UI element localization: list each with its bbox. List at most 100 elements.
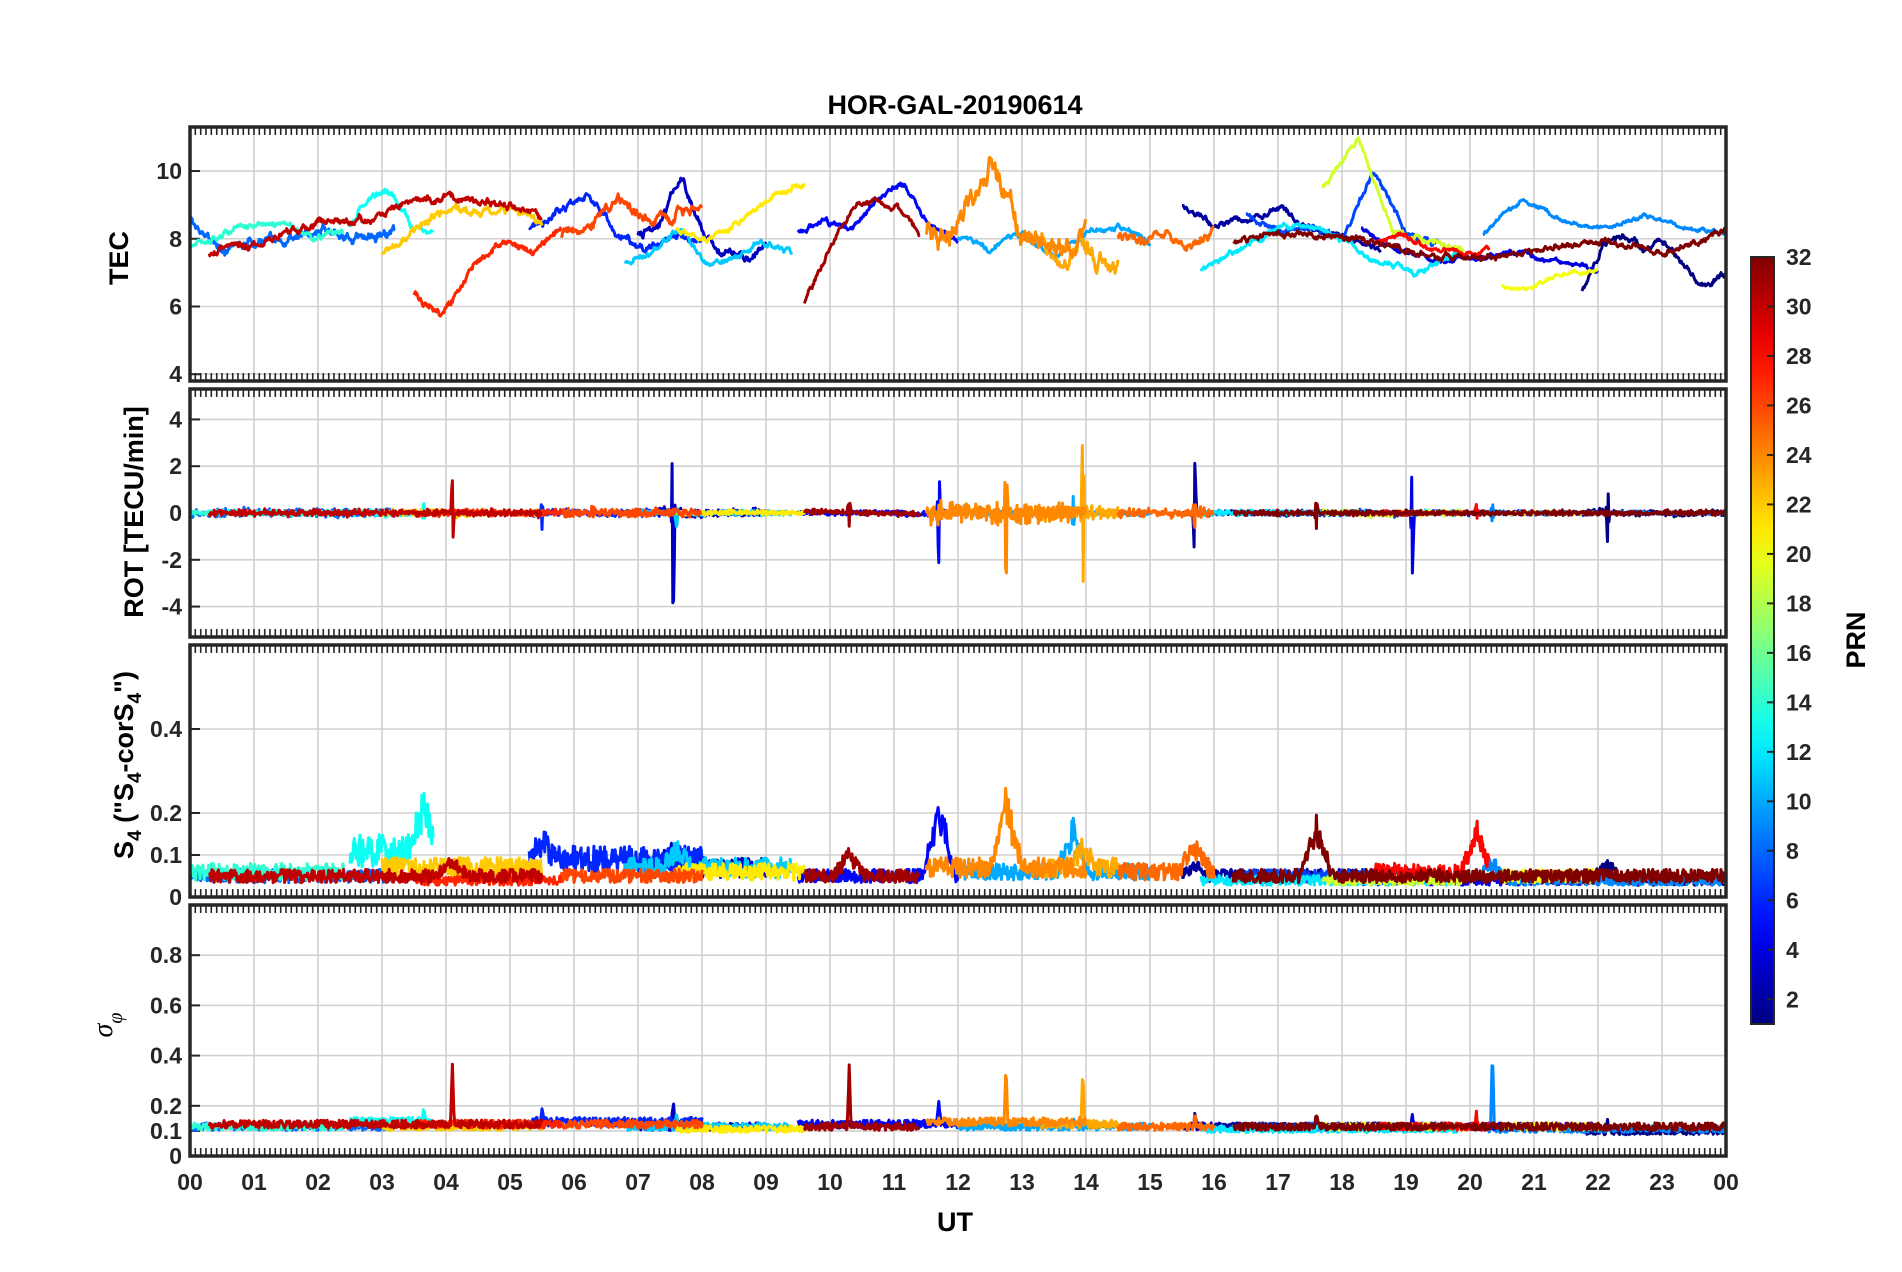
x-tick-label: 00 — [1713, 1169, 1739, 1195]
colorbar-tick-label: 6 — [1786, 887, 1799, 913]
series-line-prn-24 — [924, 156, 1088, 259]
colorbar-tick-label: 18 — [1786, 590, 1812, 616]
series-line-prn-1 — [1580, 492, 1728, 543]
colorbar-tick-label: 28 — [1786, 343, 1812, 369]
colorbar-tick-label: 10 — [1786, 788, 1812, 814]
series-lines — [188, 786, 1728, 887]
y-tick-label: 0.4 — [150, 716, 182, 742]
series-line-prn-30 — [207, 190, 543, 258]
colorbar-gradient — [1750, 256, 1775, 1025]
x-tick-labels: 00 01 02 03 04 05 06 07 08 09 10 11 12 13 14 15 16 17 18 19… — [177, 1169, 1739, 1195]
series-line-prn-26 — [560, 504, 703, 519]
y-tick-label: 0 — [169, 884, 182, 910]
sigma-phi-panel: 00.10.2 0.4 0.6 0.8 — [150, 903, 1728, 1169]
series-line-prn-21 — [675, 182, 806, 244]
series-lines — [188, 444, 1728, 605]
sigma-phi-ylabel: σφ — [88, 1013, 127, 1038]
y-tick-label: 10 — [156, 158, 182, 184]
y-tick-label: 0.4 — [150, 1043, 182, 1069]
series-line-prn-24 — [925, 1074, 1087, 1128]
series-line-prn-24 — [924, 480, 1087, 575]
y-tick-label: -2 — [162, 547, 182, 573]
y-tick-label: 8 — [169, 226, 182, 252]
y-tick-label: 4 — [169, 361, 182, 387]
series-line-prn-25 — [1116, 1114, 1216, 1132]
series-line-prn-26 — [559, 1118, 704, 1130]
y-tick-label: 0.2 — [150, 800, 182, 826]
series-line-prn-30 — [207, 479, 543, 539]
axes-box — [188, 643, 1728, 899]
series-line-prn-8 — [188, 215, 396, 257]
x-tick-label: 17 — [1265, 1169, 1291, 1195]
series-line-prn-4 — [1360, 475, 1600, 575]
x-tick-label: 03 — [369, 1169, 395, 1195]
x-tick-label: 01 — [241, 1169, 267, 1195]
series-line-prn-20 — [1501, 268, 1599, 292]
x-tick-label: 19 — [1393, 1169, 1419, 1195]
series-line-prn-12 — [1199, 221, 1458, 278]
series-line-prn-19 — [1321, 136, 1465, 254]
colorbar-tick-label: 32 — [1786, 244, 1812, 270]
series-line-prn-24 — [924, 786, 1088, 879]
series-line-prn-26 — [560, 192, 704, 238]
series-line-prn-25 — [1116, 225, 1215, 252]
colorbar-tick-label: 14 — [1786, 689, 1812, 715]
series-line-prn-25 — [1117, 840, 1216, 882]
axes-box — [188, 125, 1728, 383]
y-tick-label: 0.1 — [150, 842, 182, 868]
series-lines — [188, 136, 1728, 318]
y-tick-label: 0 — [169, 500, 182, 526]
x-tick-label: 08 — [689, 1169, 715, 1195]
colorbar-tick-label: 12 — [1786, 739, 1812, 765]
series-lines — [188, 1062, 1728, 1137]
x-tick-label: 21 — [1521, 1169, 1547, 1195]
series-line-prn-25 — [1116, 503, 1215, 529]
colorbar-tick-label: 20 — [1786, 541, 1812, 567]
series-line-prn-11 — [623, 228, 794, 268]
tec-ylabel: TEC — [104, 231, 134, 285]
y-tick-label: 0.1 — [150, 1118, 182, 1144]
series-line-prn-14 — [188, 861, 346, 882]
x-tick-label: 00 — [177, 1169, 203, 1195]
colorbar-tick-label: 16 — [1786, 640, 1812, 666]
x-tick-label: 16 — [1201, 1169, 1227, 1195]
colorbar-label: PRN — [1841, 611, 1871, 668]
series-line-prn-2 — [1181, 461, 1382, 549]
x-tick-label: 20 — [1457, 1169, 1483, 1195]
colorbar-tick-label: 24 — [1786, 442, 1812, 468]
y-tick-label: 0.2 — [150, 1093, 182, 1119]
chart-title: HOR-GAL-20190614 — [827, 90, 1082, 120]
series-line-prn-30 — [208, 857, 544, 885]
x-tick-label: 02 — [305, 1169, 331, 1195]
s4-ylabel: S4 ("S4-corS4") — [109, 671, 146, 859]
x-tick-label: 23 — [1649, 1169, 1675, 1195]
series-line-prn-32 — [1232, 226, 1728, 263]
series-line-prn-26 — [559, 867, 704, 884]
axes-box — [188, 903, 1728, 1158]
colorbar-tick-label: 26 — [1786, 392, 1812, 418]
rot-ylabel: ROT [TECU/min] — [119, 406, 149, 617]
x-tick-label: 11 — [882, 1169, 907, 1195]
series-line-prn-1 — [1580, 233, 1728, 292]
series-line-prn-14 — [188, 220, 345, 250]
colorbar-tick-label: 30 — [1786, 293, 1812, 319]
y-tick-label: 0.8 — [150, 942, 182, 968]
x-tick-label: 18 — [1329, 1169, 1355, 1195]
series-line-prn-31 — [802, 196, 921, 304]
x-tick-label: 22 — [1585, 1169, 1611, 1195]
series-line-prn-31 — [802, 1063, 921, 1132]
series-line-prn-6 — [528, 192, 704, 254]
series-line-prn-5 — [796, 480, 959, 565]
s4-panel: 0 0.1 0.2 0.4 — [150, 643, 1728, 910]
x-tick-label: 09 — [753, 1169, 779, 1195]
series-line-prn-23 — [1039, 837, 1120, 879]
y-tick-label: -4 — [162, 594, 183, 620]
series-line-prn-9 — [1482, 198, 1727, 237]
x-tick-label: 12 — [945, 1169, 971, 1195]
tec-panel: 4 6 8 10 — [156, 125, 1728, 387]
series-line-prn-32 — [1232, 1114, 1728, 1132]
series-line-prn-31 — [802, 501, 922, 528]
y-tick-label: 6 — [169, 293, 182, 319]
